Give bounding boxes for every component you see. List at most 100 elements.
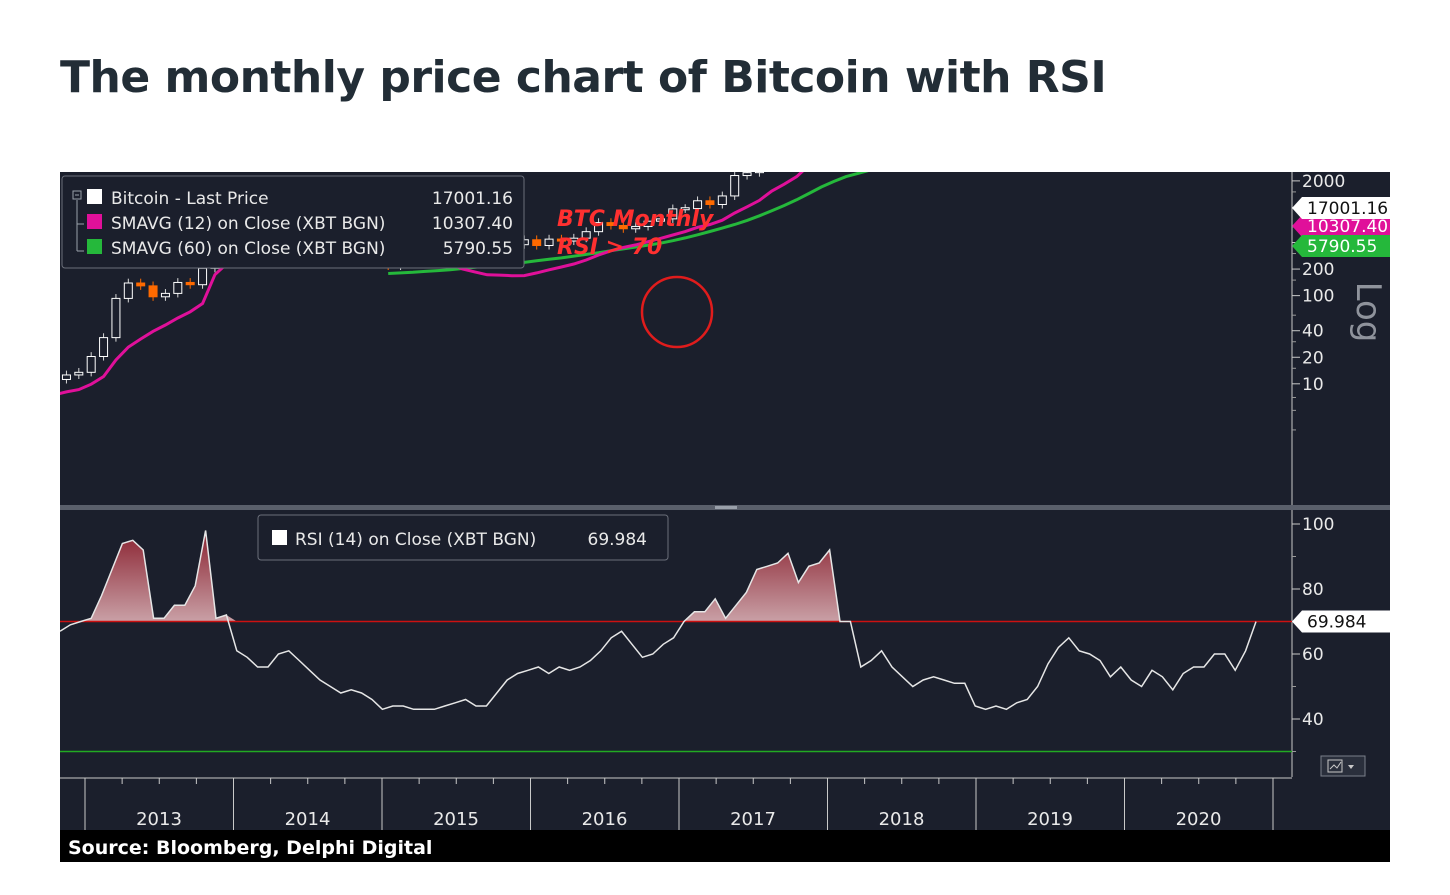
legend-swatch-rsi — [272, 530, 287, 545]
rsi-tick-label: 80 — [1302, 580, 1324, 600]
chart-type-button-box[interactable] — [1320, 755, 1366, 777]
legend-value-price: 17001.16 — [432, 189, 513, 209]
rsi-legend-box — [257, 514, 669, 561]
candle-body — [631, 225, 641, 230]
price-tick-label: 2000 — [1302, 172, 1345, 192]
sma12-price-tag-box — [1292, 215, 1390, 237]
price-tick-label: 100 — [1302, 287, 1334, 307]
candle — [655, 214, 665, 226]
rsi-overbought-fill — [80, 530, 841, 622]
rsi-line — [60, 530, 1257, 711]
axis-column — [1292, 172, 1390, 862]
candle — [680, 204, 690, 213]
candle — [668, 204, 678, 223]
chart-canvas: 102040100200400100020004000 10307.405790… — [60, 172, 1390, 862]
rsi-last-tag-box — [1292, 610, 1390, 633]
candle — [693, 196, 703, 213]
candle-body — [173, 281, 183, 294]
legend-label-price: Bitcoin - Last Price — [111, 189, 269, 209]
price-tick-label: 200 — [1302, 260, 1334, 280]
legend-value-sma12: 10307.40 — [432, 214, 513, 234]
candle-body — [198, 267, 208, 286]
candle-body — [544, 238, 554, 247]
candle-body — [606, 222, 616, 226]
candle-body — [594, 222, 604, 233]
candle-body — [136, 282, 146, 287]
candle-body — [123, 282, 133, 299]
last-price-tag: 17001.16 — [1307, 199, 1388, 219]
candle — [556, 234, 566, 246]
rsi-panel: 40 60 80 100 69.984 — [60, 515, 1390, 753]
candle-body — [160, 292, 170, 298]
candle — [569, 233, 579, 246]
source-credit: Source: Bloomberg, Delphi Digital — [68, 837, 432, 859]
candle — [185, 278, 195, 289]
candle-body — [618, 224, 628, 230]
candle — [61, 370, 71, 384]
candle-body — [668, 208, 678, 220]
legend-swatch-price — [87, 189, 102, 204]
sma12-line — [60, 172, 804, 395]
candle — [717, 191, 727, 209]
sma60-line — [388, 172, 869, 275]
candle — [643, 216, 653, 231]
candle — [705, 196, 715, 209]
candle-body — [111, 297, 121, 339]
rsi-last-tag: 69.984 — [1307, 613, 1366, 633]
candle — [730, 172, 740, 200]
candle-body — [556, 238, 566, 242]
year-label: 2013 — [136, 809, 182, 830]
legend-value-rsi: 69.984 — [588, 530, 647, 550]
candle — [148, 281, 158, 301]
candle — [532, 235, 542, 250]
candle — [594, 218, 604, 236]
candle-body — [581, 231, 591, 239]
candle — [99, 333, 109, 361]
candle — [74, 367, 84, 379]
candle-body — [74, 371, 84, 376]
candle — [618, 221, 628, 233]
panel-divider-grip[interactable] — [715, 506, 737, 509]
year-label: 2016 — [582, 809, 628, 830]
page-title: The monthly price chart of Bitcoin with … — [60, 52, 1107, 103]
year-label: 2020 — [1176, 809, 1222, 830]
legend-label-rsi: RSI (14) on Close (XBT BGN) — [295, 530, 536, 550]
rsi-legend: RSI (14) on Close (XBT BGN) 69.984 — [257, 514, 669, 561]
year-label: 2017 — [730, 809, 776, 830]
candle-body — [185, 281, 195, 286]
sma12-price-tag: 10307.40 — [1307, 217, 1388, 237]
chart-frame: 102040100200400100020004000 10307.405790… — [60, 172, 1390, 862]
candle-body — [148, 285, 158, 298]
candle-body — [655, 218, 665, 222]
year-label: 2018 — [879, 809, 925, 830]
candle-body — [705, 200, 715, 205]
collapse-icon[interactable] — [72, 190, 82, 200]
candle — [173, 278, 183, 298]
price-tick-label: 40 — [1302, 322, 1324, 342]
annotation-line-2: RSI > 70 — [557, 235, 662, 260]
legend-swatch-sma12 — [87, 214, 102, 229]
candle — [544, 234, 554, 250]
chevron-down-icon — [1348, 765, 1354, 769]
chart-type-button[interactable] — [1320, 755, 1366, 777]
price-panel: 102040100200400100020004000 10307.405790… — [60, 172, 1390, 431]
candle — [86, 352, 96, 377]
sma60-price-tag: 5790.55 — [1307, 237, 1377, 257]
time-axis — [60, 777, 1292, 830]
candle — [581, 227, 591, 243]
rsi-tick-label: 40 — [1302, 710, 1324, 730]
candle-body — [532, 239, 542, 247]
candle — [123, 278, 133, 303]
candle-body — [730, 175, 740, 197]
candle-body — [99, 337, 109, 358]
annotation-line-1: BTC Monthly — [557, 207, 715, 232]
candle-body — [569, 237, 579, 242]
year-label: 2015 — [433, 809, 479, 830]
candle — [742, 172, 752, 180]
candle-body — [754, 172, 764, 174]
year-label: 2014 — [285, 809, 331, 830]
candle — [754, 172, 764, 177]
candle — [111, 294, 121, 342]
time-axis-labels: 2013 2014 2015 2016 2017 2018 2019 2020 — [84, 778, 1274, 830]
price-tick-label: 20 — [1302, 348, 1324, 368]
